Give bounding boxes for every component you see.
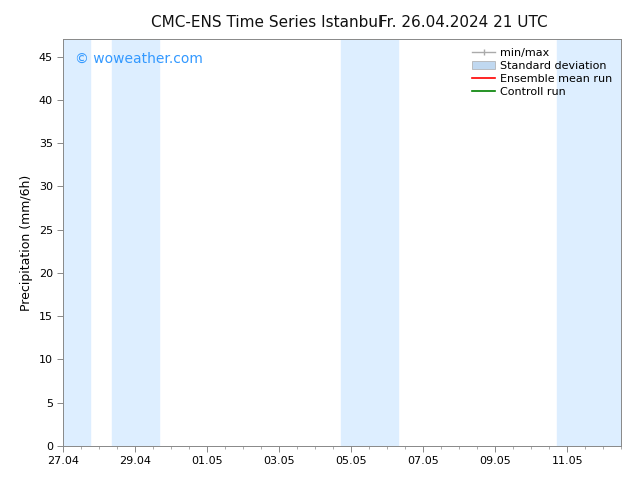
Y-axis label: Precipitation (mm/6h): Precipitation (mm/6h) (20, 174, 34, 311)
Legend: min/max, Standard deviation, Ensemble mean run, Controll run: min/max, Standard deviation, Ensemble me… (469, 45, 616, 100)
Text: Fr. 26.04.2024 21 UTC: Fr. 26.04.2024 21 UTC (378, 15, 547, 30)
Bar (112, 39, 158, 446)
Text: © woweather.com: © woweather.com (75, 51, 202, 65)
Text: CMC-ENS Time Series Istanbul: CMC-ENS Time Series Istanbul (151, 15, 382, 30)
Bar (557, 39, 621, 446)
Bar (340, 39, 398, 446)
Bar (63, 39, 91, 446)
